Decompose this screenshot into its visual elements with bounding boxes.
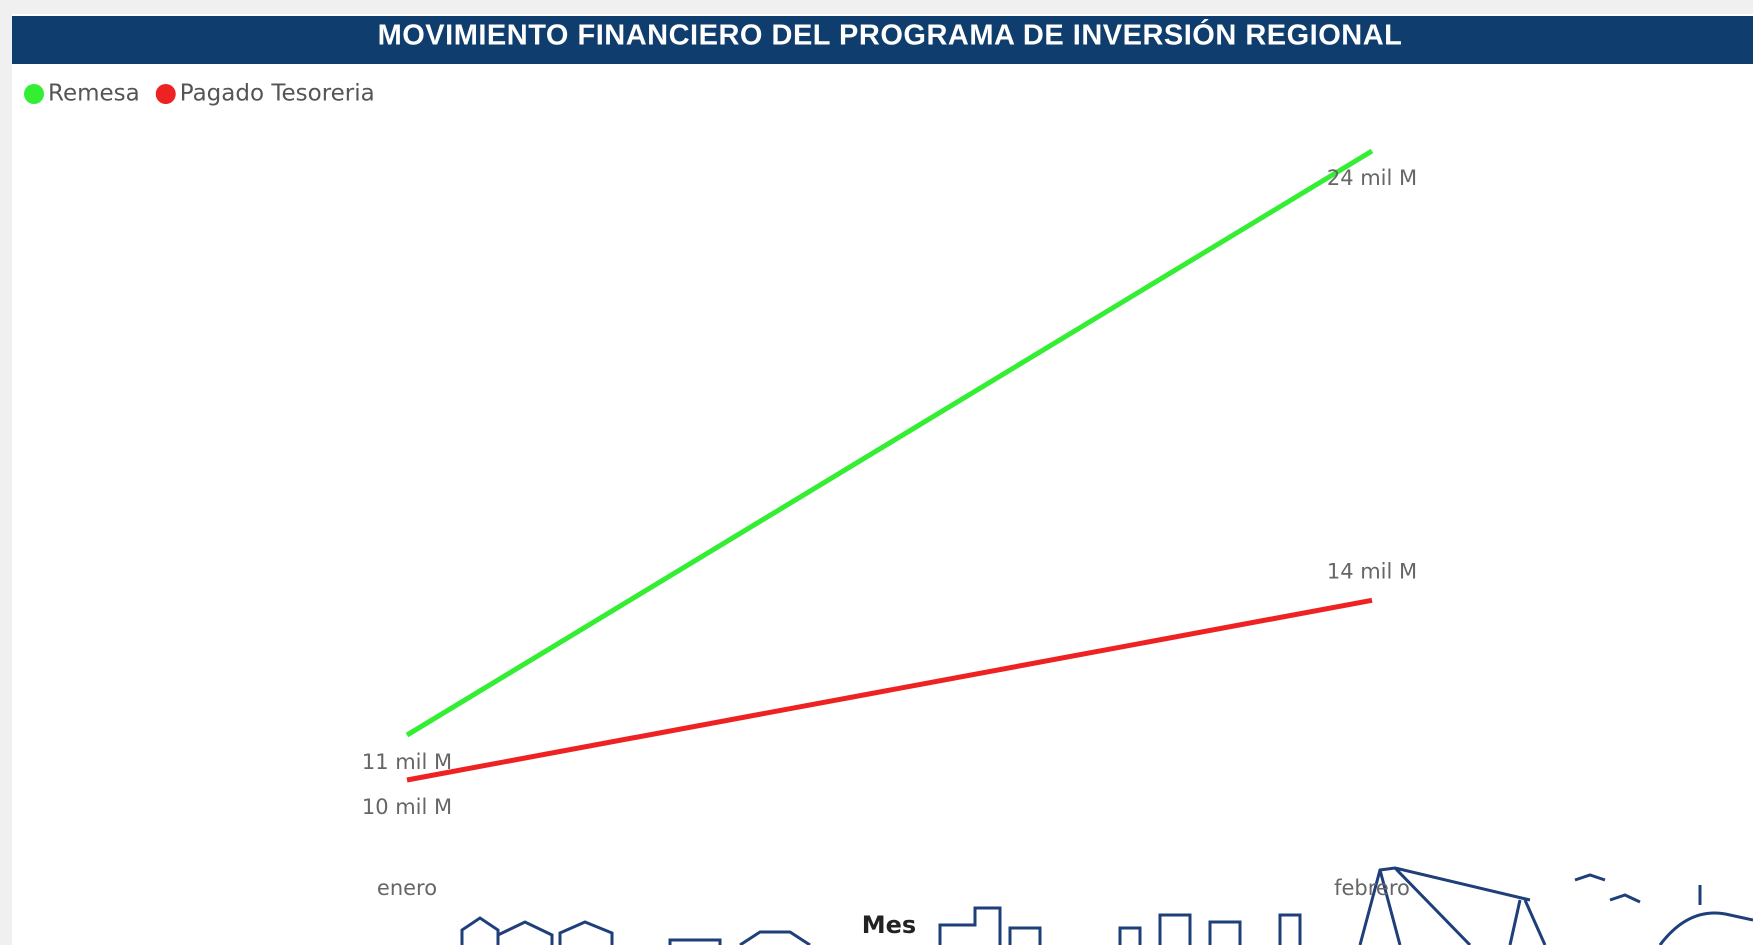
- x-tick-label: enero: [377, 876, 437, 900]
- title-bar: [12, 16, 1753, 64]
- legend-marker: [24, 84, 44, 104]
- chart-title: MOVIMIENTO FINANCIERO DEL PROGRAMA DE IN…: [378, 18, 1403, 52]
- data-label: 10 mil M: [362, 795, 452, 819]
- data-label: 11 mil M: [362, 750, 452, 774]
- x-tick-label: febrero: [1334, 876, 1410, 900]
- x-axis-title: Mes: [862, 911, 916, 939]
- port: [1358, 866, 1753, 945]
- page-edge: [0, 0, 1753, 14]
- legend-label: Remesa: [48, 81, 140, 107]
- line: [405, 148, 1374, 738]
- houses: [460, 916, 811, 945]
- data-label: 24 mil M: [1327, 166, 1417, 190]
- legend-label: Pagado Tesoreria: [180, 81, 375, 107]
- buildings: [938, 906, 1302, 945]
- line: [406, 597, 1373, 783]
- legend-marker: [155, 84, 176, 104]
- data-label: 14 mil M: [1327, 559, 1417, 583]
- page-edge: [0, 0, 12, 945]
- skyline: [460, 866, 1753, 945]
